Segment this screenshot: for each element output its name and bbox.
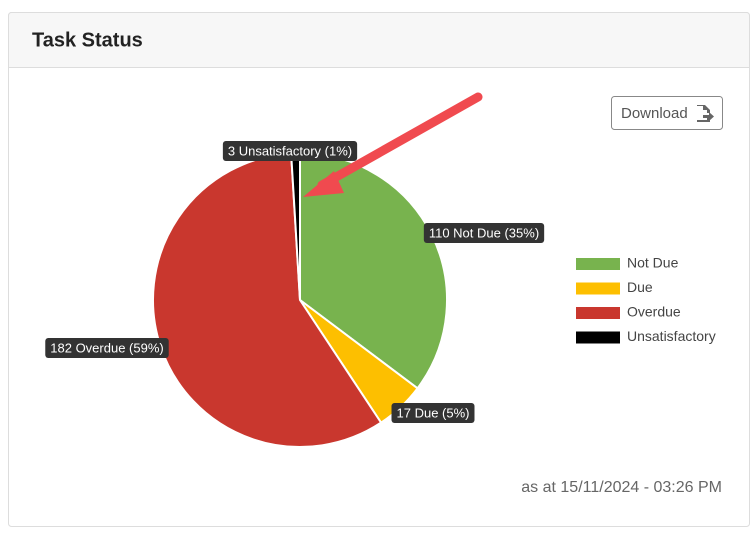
arrow-shaft bbox=[317, 92, 483, 190]
panel-title: Task Status bbox=[32, 29, 143, 51]
legend-label: Due bbox=[627, 279, 653, 295]
legend-swatch bbox=[576, 307, 620, 319]
data-label-box bbox=[423, 223, 545, 243]
legend-label: Unsatisfactory bbox=[627, 328, 716, 344]
button-label[interactable]: Download bbox=[621, 105, 688, 122]
data-labels: 110 Not Due (35%) 17 Due (5%) 182 Overdue … bbox=[45, 141, 545, 423]
annotation-arrow bbox=[303, 92, 483, 197]
data-label-text: 182 Overdue (59%) bbox=[50, 340, 163, 355]
download-button[interactable]: Download bbox=[611, 96, 723, 130]
data-label: 17 Due (5%) bbox=[391, 403, 475, 423]
data-label: 182 Overdue (59%) bbox=[45, 338, 169, 358]
legend-label: Not Due bbox=[627, 255, 679, 271]
download-icon[interactable] bbox=[697, 105, 714, 122]
legend-label: Overdue bbox=[627, 304, 681, 320]
data-label-text: 110 Not Due (35%) bbox=[429, 225, 539, 240]
panel-header bbox=[8, 12, 750, 68]
legend-swatch bbox=[576, 331, 620, 344]
timestamp: as at 15/11/2024 - 03:26 PM bbox=[521, 479, 722, 496]
legend: Not Due Due Overdue Unsatisfactory bbox=[576, 255, 716, 344]
legend-swatch bbox=[576, 282, 620, 295]
pie bbox=[152, 151, 448, 448]
legend-swatch bbox=[576, 258, 620, 270]
button-frame[interactable] bbox=[611, 96, 723, 130]
data-label: 3 Unsatisfactory (1%) bbox=[222, 141, 358, 161]
data-label-box bbox=[222, 141, 358, 161]
data-label-box bbox=[45, 338, 169, 358]
data-label-box bbox=[391, 403, 475, 423]
data-label-text: 17 Due (5%) bbox=[397, 405, 470, 420]
arrow-head bbox=[303, 171, 344, 197]
data-label: 110 Not Due (35%) bbox=[423, 223, 545, 243]
data-label-text: 3 Unsatisfactory (1%) bbox=[228, 143, 352, 158]
